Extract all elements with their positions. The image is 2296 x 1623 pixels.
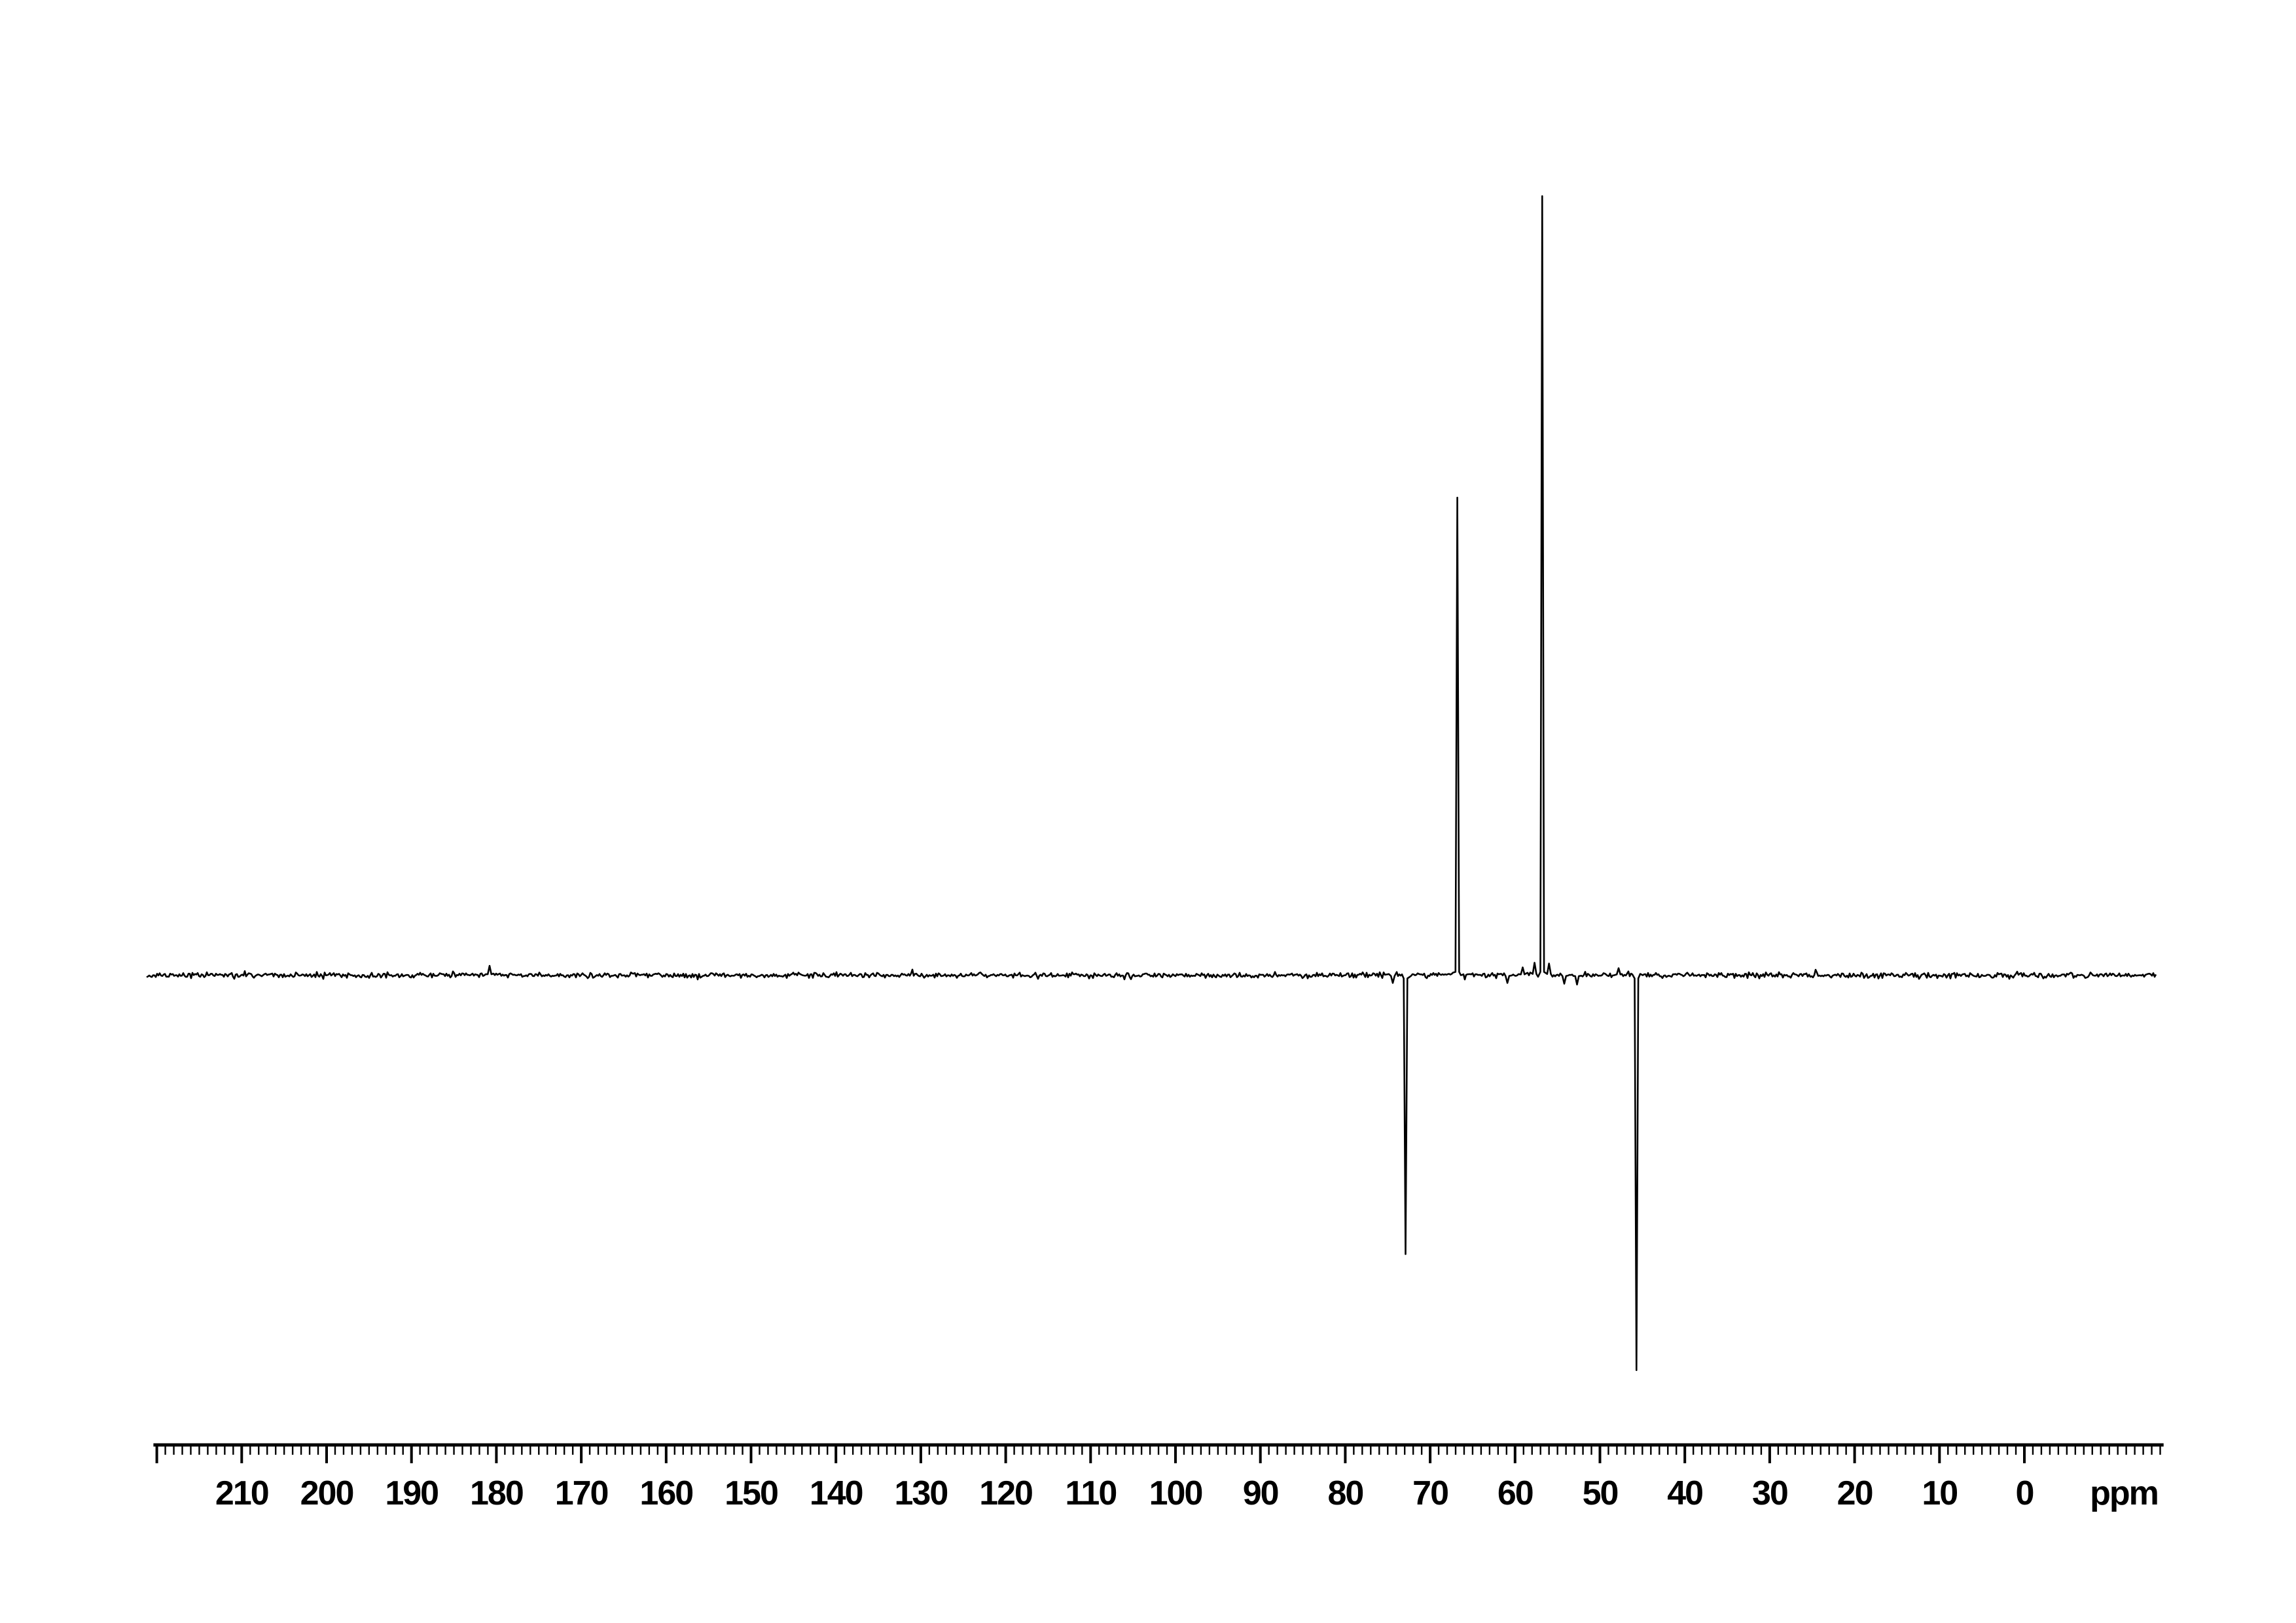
- x-axis-tick-label: 160: [639, 1474, 692, 1512]
- x-axis-tick-label: 30: [1752, 1474, 1787, 1512]
- x-axis-tick-label: 110: [1065, 1474, 1116, 1512]
- x-axis-tick-label: 100: [1149, 1474, 1202, 1512]
- x-axis-tick-label: 40: [1667, 1474, 1702, 1512]
- x-axis-tick-label: 200: [300, 1474, 353, 1512]
- x-axis-tick-label: 90: [1243, 1474, 1278, 1512]
- spectrum-trace: [146, 195, 2157, 1372]
- x-axis-tick-label: 70: [1412, 1474, 1448, 1512]
- x-axis-tick-label: 80: [1327, 1474, 1363, 1512]
- x-axis-tick-label: 130: [895, 1474, 948, 1512]
- x-axis-tick-label: 150: [725, 1474, 778, 1512]
- x-axis-tick-label: 20: [1837, 1474, 1873, 1512]
- x-axis-tick-label: 140: [810, 1474, 863, 1512]
- x-axis: 210 200 190 180 170 160 150 140 130 120 110 100 90 80…: [153, 1443, 2164, 1512]
- x-axis-tick-label: 210: [215, 1474, 268, 1512]
- x-axis-tick-label: 0: [2016, 1474, 2034, 1512]
- spectrum-trace-line: [146, 195, 2157, 1372]
- x-axis-tick-label: 120: [979, 1474, 1032, 1512]
- x-axis-tick-label: 170: [555, 1474, 608, 1512]
- x-axis-tick-label: 10: [1922, 1474, 1957, 1512]
- x-axis-tick-label: 190: [385, 1474, 438, 1512]
- x-axis-tick-label: 180: [470, 1474, 523, 1512]
- x-axis-tick-label: 60: [1498, 1474, 1533, 1512]
- x-axis-tick-label: 50: [1583, 1474, 1618, 1512]
- ppm-unit-label: ppm: [2090, 1474, 2158, 1512]
